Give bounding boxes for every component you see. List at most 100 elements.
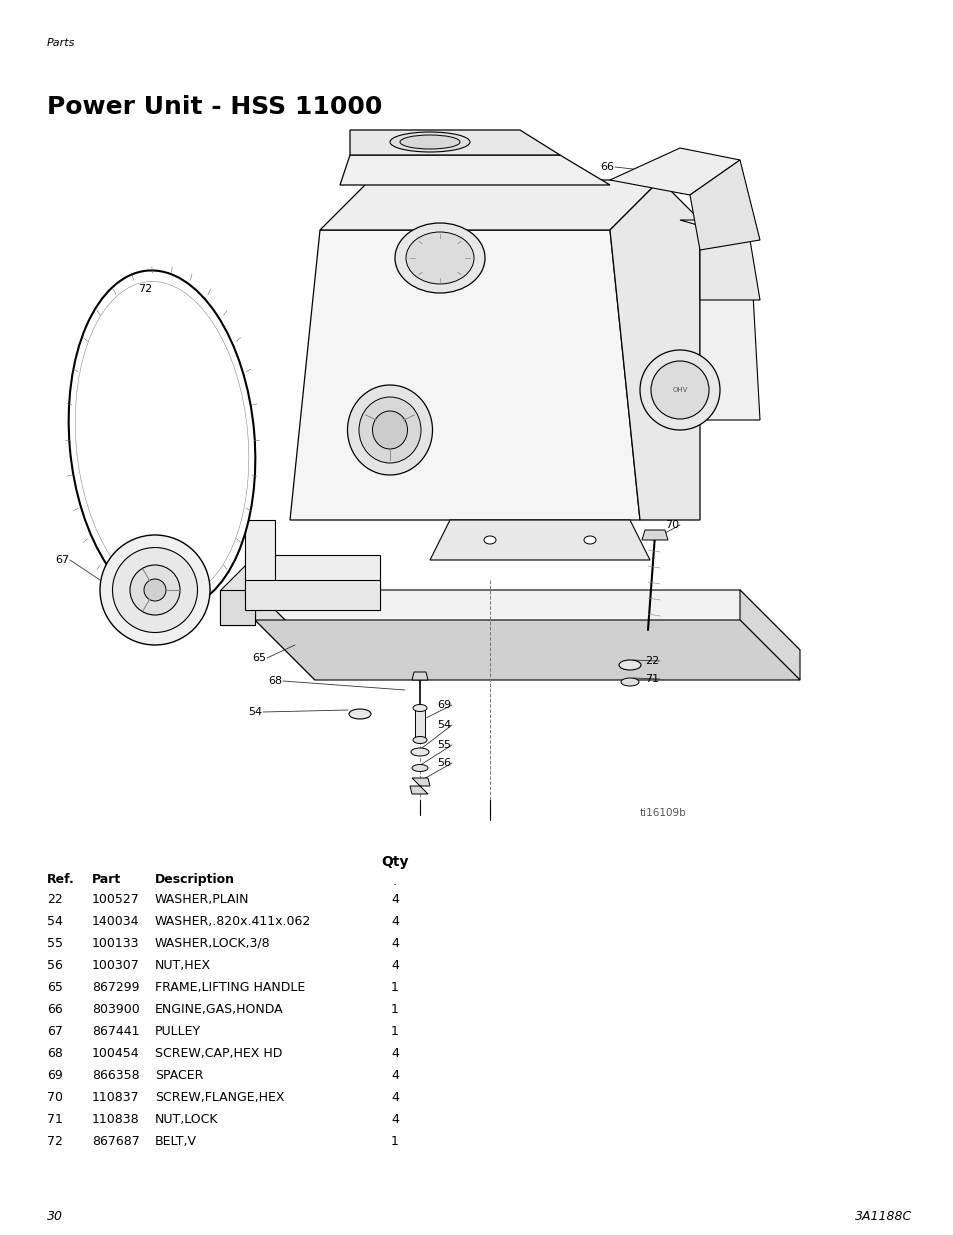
Text: WASHER,.820x.411x.062: WASHER,.820x.411x.062 bbox=[154, 915, 311, 927]
Text: 68: 68 bbox=[47, 1047, 63, 1060]
Text: 110838: 110838 bbox=[91, 1113, 139, 1126]
Text: 1: 1 bbox=[391, 1003, 398, 1016]
Text: 67: 67 bbox=[47, 1025, 63, 1037]
Text: 54: 54 bbox=[248, 706, 262, 718]
Text: 70: 70 bbox=[664, 520, 679, 530]
Text: 55: 55 bbox=[47, 937, 63, 950]
Ellipse shape bbox=[144, 579, 166, 601]
Text: SPACER: SPACER bbox=[154, 1070, 203, 1082]
Text: 54: 54 bbox=[47, 915, 63, 927]
Text: 4: 4 bbox=[391, 960, 398, 972]
Text: 100527: 100527 bbox=[91, 893, 139, 906]
Text: 110837: 110837 bbox=[91, 1091, 139, 1104]
Text: 100454: 100454 bbox=[91, 1047, 139, 1060]
Text: Power Unit - HSS 11000: Power Unit - HSS 11000 bbox=[47, 95, 382, 119]
Text: WASHER,LOCK,3/8: WASHER,LOCK,3/8 bbox=[154, 937, 271, 950]
Ellipse shape bbox=[411, 748, 429, 756]
Text: FRAME,LIFTING HANDLE: FRAME,LIFTING HANDLE bbox=[154, 981, 305, 994]
Text: 71: 71 bbox=[47, 1113, 63, 1126]
Ellipse shape bbox=[412, 764, 428, 772]
Polygon shape bbox=[415, 708, 424, 740]
Text: Qty: Qty bbox=[381, 855, 408, 869]
Text: Ref.: Ref. bbox=[47, 873, 74, 885]
Text: 1: 1 bbox=[391, 1025, 398, 1037]
Text: WASHER,PLAIN: WASHER,PLAIN bbox=[154, 893, 250, 906]
Text: ENGINE,GAS,HONDA: ENGINE,GAS,HONDA bbox=[154, 1003, 283, 1016]
Text: 140034: 140034 bbox=[91, 915, 139, 927]
Polygon shape bbox=[254, 620, 800, 680]
Text: Parts: Parts bbox=[47, 38, 75, 48]
Text: 4: 4 bbox=[391, 1113, 398, 1126]
Polygon shape bbox=[430, 520, 649, 559]
Text: 4: 4 bbox=[391, 937, 398, 950]
Ellipse shape bbox=[620, 678, 639, 685]
Polygon shape bbox=[700, 220, 760, 300]
Polygon shape bbox=[245, 580, 379, 610]
Text: 866358: 866358 bbox=[91, 1070, 139, 1082]
Text: OHV: OHV bbox=[672, 387, 687, 393]
Text: 71: 71 bbox=[644, 674, 659, 684]
Polygon shape bbox=[254, 590, 314, 680]
Polygon shape bbox=[220, 590, 254, 625]
Text: NUT,HEX: NUT,HEX bbox=[154, 960, 211, 972]
Text: 56: 56 bbox=[47, 960, 63, 972]
Text: 65: 65 bbox=[47, 981, 63, 994]
Text: .: . bbox=[393, 876, 396, 888]
Text: 67: 67 bbox=[55, 555, 69, 564]
Polygon shape bbox=[319, 180, 659, 230]
Text: 100133: 100133 bbox=[91, 937, 139, 950]
Ellipse shape bbox=[112, 547, 197, 632]
Text: 4: 4 bbox=[391, 1070, 398, 1082]
Text: SCREW,FLANGE,HEX: SCREW,FLANGE,HEX bbox=[154, 1091, 284, 1104]
Text: 72: 72 bbox=[138, 284, 152, 294]
Text: PULLEY: PULLEY bbox=[154, 1025, 201, 1037]
Text: Part: Part bbox=[91, 873, 121, 885]
Text: 100307: 100307 bbox=[91, 960, 139, 972]
Text: 54: 54 bbox=[436, 720, 451, 730]
Polygon shape bbox=[609, 180, 700, 520]
Text: 55: 55 bbox=[436, 740, 451, 750]
Ellipse shape bbox=[390, 132, 470, 152]
Ellipse shape bbox=[618, 659, 640, 671]
Text: 69: 69 bbox=[436, 700, 451, 710]
Ellipse shape bbox=[413, 704, 427, 711]
Ellipse shape bbox=[372, 411, 407, 450]
Ellipse shape bbox=[406, 232, 474, 284]
Text: SCREW,CAP,HEX HD: SCREW,CAP,HEX HD bbox=[154, 1047, 282, 1060]
Ellipse shape bbox=[358, 396, 420, 463]
Text: 867441: 867441 bbox=[91, 1025, 139, 1037]
Text: 72: 72 bbox=[47, 1135, 63, 1149]
Text: 70: 70 bbox=[47, 1091, 63, 1104]
Polygon shape bbox=[290, 230, 639, 520]
Polygon shape bbox=[609, 148, 740, 195]
Text: 66: 66 bbox=[47, 1003, 63, 1016]
Polygon shape bbox=[641, 530, 667, 540]
Text: 56: 56 bbox=[436, 758, 451, 768]
Ellipse shape bbox=[349, 709, 371, 719]
Ellipse shape bbox=[130, 564, 180, 615]
Text: Description: Description bbox=[154, 873, 234, 885]
Ellipse shape bbox=[75, 282, 249, 599]
Polygon shape bbox=[410, 778, 430, 794]
Polygon shape bbox=[254, 555, 379, 590]
Polygon shape bbox=[412, 672, 428, 680]
Text: 68: 68 bbox=[268, 676, 282, 685]
Text: 4: 4 bbox=[391, 1047, 398, 1060]
Ellipse shape bbox=[650, 361, 708, 419]
Text: 803900: 803900 bbox=[91, 1003, 139, 1016]
Ellipse shape bbox=[395, 224, 484, 293]
Text: 22: 22 bbox=[47, 893, 63, 906]
Ellipse shape bbox=[399, 135, 459, 149]
Text: 4: 4 bbox=[391, 1091, 398, 1104]
Text: 1: 1 bbox=[391, 1135, 398, 1149]
Text: NUT,LOCK: NUT,LOCK bbox=[154, 1113, 218, 1126]
Ellipse shape bbox=[413, 736, 427, 743]
Ellipse shape bbox=[639, 350, 720, 430]
Ellipse shape bbox=[583, 536, 596, 543]
Text: 4: 4 bbox=[391, 915, 398, 927]
Ellipse shape bbox=[483, 536, 496, 543]
Polygon shape bbox=[679, 220, 760, 420]
Text: ti16109b: ti16109b bbox=[639, 808, 686, 818]
Polygon shape bbox=[740, 590, 800, 680]
Polygon shape bbox=[350, 130, 559, 156]
